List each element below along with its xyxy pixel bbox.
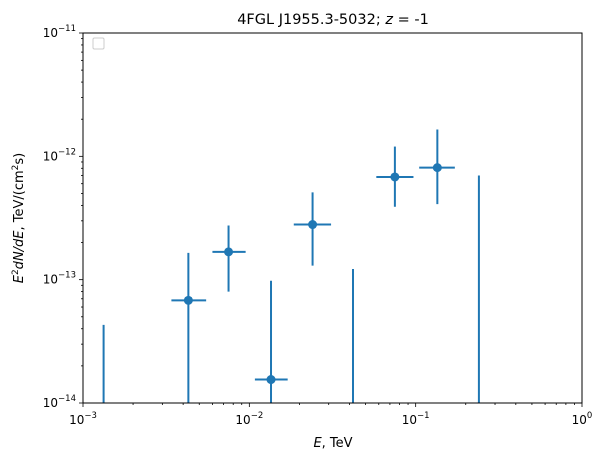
data-point-0 <box>183 295 193 305</box>
x-tick-label: 10−1 <box>402 411 430 427</box>
y-axis-label-unit-sup: 2 <box>11 165 21 171</box>
x-axis-label-unit: , TeV <box>322 436 353 451</box>
y-tick-label: 10−12 <box>43 147 76 163</box>
data-point-4 <box>390 172 400 182</box>
chart-title-main: 4FGL J1955.3-5032; <box>237 12 385 28</box>
plot-area <box>102 129 480 403</box>
x-axis-label: E, TeV <box>313 436 352 451</box>
data-point-1 <box>224 247 234 257</box>
y-tick-label: 10−14 <box>43 394 76 410</box>
data-point-2 <box>266 375 276 385</box>
x-tick-label: 100 <box>572 411 593 427</box>
data-point-5 <box>432 163 442 173</box>
data-point-3 <box>308 220 318 230</box>
plot-frame <box>82 32 583 404</box>
y-axis-label-rest: dN/dE <box>12 230 27 270</box>
x-tick-label: 10−3 <box>69 411 97 427</box>
chart-title: 4FGL J1955.3-5032; z = -1 <box>237 12 429 28</box>
x-axis: 10−3 10−2 10−1 100 <box>69 403 592 427</box>
chart-title-eq: = -1 <box>393 12 429 28</box>
x-axis-label-var: E <box>313 436 322 451</box>
y-axis-label-e: E <box>12 274 27 283</box>
y-axis: 10−14 10−13 10−12 10−11 <box>43 24 83 410</box>
y-tick-label: 10−11 <box>43 24 76 40</box>
y-tick-label: 10−13 <box>43 271 76 287</box>
x-tick-label: 10−2 <box>235 411 263 427</box>
y-axis-label-unit-post: s) <box>12 153 27 165</box>
y-axis-label: E2dN/dE, TeV/(cm2s) <box>11 153 27 284</box>
chart-title-z: z <box>384 12 393 28</box>
y-axis-label-sup: 2 <box>11 269 21 275</box>
y-axis-label-unit-pre: , TeV/(cm <box>12 170 27 230</box>
legend-box <box>92 37 105 50</box>
